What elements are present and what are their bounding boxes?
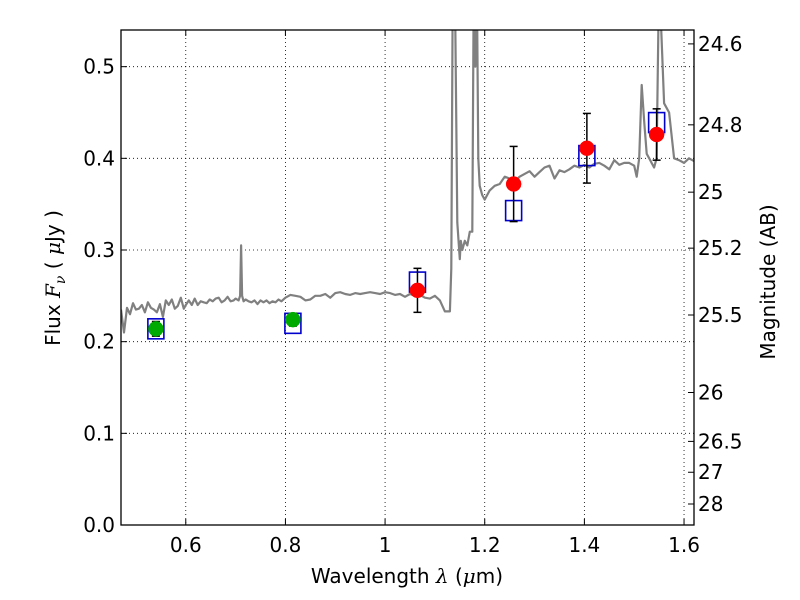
mag-tick-label: 25: [698, 180, 723, 204]
mag-tick-label: 27: [698, 460, 723, 484]
right-axis-label: Magnitude (AB): [756, 204, 780, 359]
nir-point: [648, 126, 665, 143]
mag-tick-label: 26.5: [698, 429, 743, 453]
x-tick-label: 1.4: [568, 533, 600, 557]
mag-tick-label: 25.5: [698, 303, 743, 327]
x-tick-label: 1.2: [469, 533, 501, 557]
nir-point: [579, 140, 595, 156]
y-tick-label: 0.0: [83, 513, 115, 537]
model-band-square: [147, 318, 165, 340]
y-tick-label: 0.5: [83, 55, 115, 79]
markers-layer: [147, 108, 666, 340]
optical-point: [285, 311, 301, 328]
grid: [121, 30, 694, 525]
x-tick-label: 1: [379, 533, 392, 557]
nir-point: [505, 176, 522, 192]
x-axis-label: Wavelength λ (μm): [311, 564, 503, 588]
x-tick-label: 1.6: [668, 533, 700, 557]
y-tick-label: 0.1: [83, 421, 115, 445]
optical-point: [148, 321, 164, 337]
x-tick-label: 0.6: [170, 533, 202, 557]
x-tick-label: 0.8: [270, 533, 302, 557]
model-spectrum-layer: [121, 30, 694, 334]
tick-labels: 0.6 0.8 1 1.2 1.4 1.6 0.0 0.1 0.2 0.3 0.4 0.5 24.6 24…: [83, 32, 742, 557]
plot-area: [121, 30, 694, 525]
y-tick-label: 0.2: [83, 330, 115, 354]
model-spectrum-line: [121, 30, 694, 334]
mag-tick-label: 26: [698, 380, 723, 404]
y-tick-label: 0.3: [83, 238, 115, 262]
mag-tick-label: 24.6: [698, 32, 743, 56]
nir-point: [409, 282, 426, 299]
mag-tick-label: 25.2: [698, 236, 743, 260]
mag-tick-label: 28: [698, 492, 723, 516]
ticks: [121, 30, 694, 526]
mag-tick-label: 24.8: [698, 113, 743, 137]
plot-frame: [120, 29, 695, 526]
y-tick-label: 0.4: [83, 146, 115, 170]
y-axis-label: Flux Fν ( μJy ): [41, 210, 69, 346]
